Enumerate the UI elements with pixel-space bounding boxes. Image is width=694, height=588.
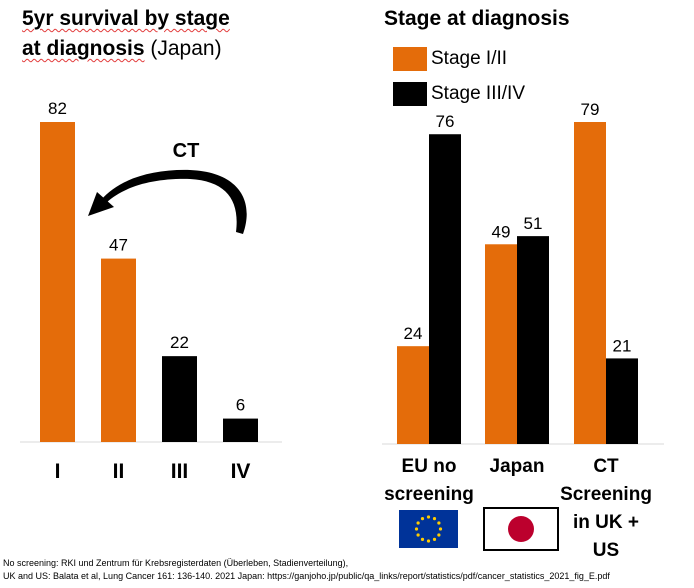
category-label-2-line-1: Screening	[560, 484, 652, 505]
eu-flag-star	[438, 527, 443, 531]
right-chart-title: Stage at diagnosis	[384, 7, 570, 30]
legend-swatch-stage-3-4	[393, 82, 427, 106]
eu-flag-star	[414, 527, 419, 531]
bar-stage-I	[40, 122, 75, 442]
stage-distribution-chart: 24 76 EU no screening 49 51 Japan 79 21 CT Screeni…	[382, 100, 664, 561]
bar-group-0-series-1	[429, 134, 461, 444]
data-label-group-1-series-0: 49	[492, 222, 511, 241]
legend-label-stage-1-2: Stage I/II	[431, 48, 508, 69]
category-label-2-line-0: CT	[593, 456, 619, 477]
category-label-0-line-0: EU no	[402, 456, 457, 477]
data-label-group-2-series-1: 21	[613, 336, 632, 355]
eu-flag-star	[416, 533, 420, 537]
tick-label-stage-IV: IV	[231, 460, 251, 483]
eu-flag-star	[420, 537, 425, 541]
bar-group-2-series-1	[606, 358, 638, 444]
eu-flag-star	[432, 537, 437, 541]
category-label-0-line-1: screening	[384, 484, 474, 505]
category-label-2-line-3: US	[593, 540, 619, 561]
bar-group-1-series-0	[485, 244, 517, 444]
bar-stage-IV	[223, 418, 258, 442]
left-chart-title: 5yr survival by stage at diagnosis (Japa…	[22, 4, 230, 64]
tick-label-stage-I: I	[55, 460, 61, 483]
eu-flag-star	[426, 539, 431, 543]
category-label-1-line-0: Japan	[490, 456, 545, 477]
tick-label-stage-II: II	[113, 460, 125, 483]
data-label-stage-IV: 6	[236, 396, 245, 415]
footnote-line-1: No screening: RKI und Zentrum für Krebsr…	[3, 558, 349, 568]
legend-item-stage-3-4: Stage III/IV	[393, 82, 525, 106]
legend-swatch-stage-1-2	[393, 47, 427, 71]
bar-stage-III	[162, 356, 197, 442]
left-title-line2: at diagnosis	[22, 37, 145, 60]
footnote-line-2: UK and US: Balata et al, Lung Cancer 161…	[3, 571, 610, 581]
data-label-group-0-series-1: 76	[436, 112, 455, 131]
left-title-line1: 5yr survival by stage	[22, 7, 230, 30]
left-title-suffix: (Japan)	[150, 37, 222, 60]
curved-arrow-icon	[88, 169, 247, 234]
legend-item-stage-1-2: Stage I/II	[393, 47, 507, 71]
data-label-stage-II: 47	[109, 236, 128, 255]
bar-group-2-series-0	[574, 122, 606, 444]
eu-flag-star	[432, 517, 437, 521]
eu-flag-star	[437, 533, 441, 537]
bar-group-0-series-0	[397, 346, 429, 444]
eu-flag-star	[416, 521, 420, 525]
data-label-group-2-series-0: 79	[581, 100, 600, 119]
eu-flag-star	[426, 515, 431, 519]
bar-group-1-series-1	[517, 236, 549, 444]
ct-annotation: CT	[173, 140, 200, 162]
data-label-stage-III: 22	[170, 333, 189, 352]
eu-flag-star	[437, 521, 441, 525]
legend-label-stage-3-4: Stage III/IV	[431, 83, 525, 104]
tick-label-stage-III: III	[171, 460, 189, 483]
data-label-group-0-series-0: 24	[404, 324, 423, 343]
category-label-2-line-2: in UK +	[573, 512, 639, 533]
bar-stage-II	[101, 258, 136, 442]
eu-flag-icon	[399, 510, 458, 548]
data-label-stage-I: 82	[48, 99, 67, 118]
eu-flag-star	[420, 517, 425, 521]
survival-chart: 82 I 47 II 22 III 6 IV	[20, 99, 282, 483]
japan-flag-icon	[483, 507, 559, 551]
data-label-group-1-series-1: 51	[524, 214, 543, 233]
